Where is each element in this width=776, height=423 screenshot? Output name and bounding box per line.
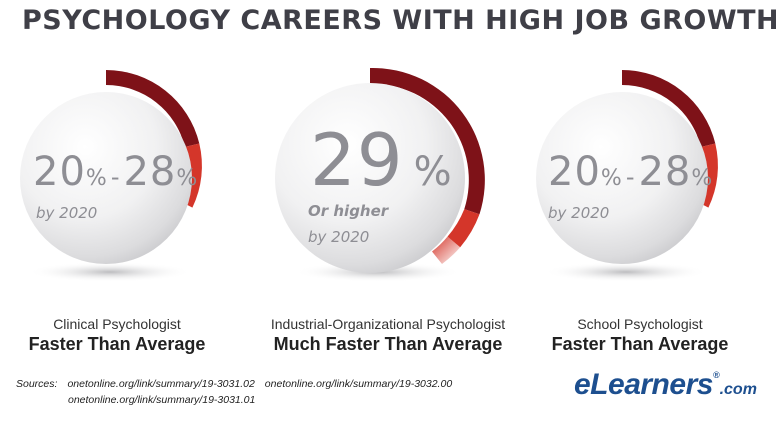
gauge-shadow [544,262,708,282]
gauge-school-graphic [536,70,718,282]
gauge-arc-fade [432,236,461,264]
page-title: PSYCHOLOGY CAREERS WITH HIGH JOB GROWTH [22,5,776,36]
percent-sign: % [691,166,714,191]
gauge-shadow [28,262,192,282]
growth-range-value: 20% -28% [548,149,713,195]
growth-high-value: 28 [638,149,692,195]
source-link[interactable]: onetonline.org/link/summary/19-3031.01 [68,394,256,406]
percent-sign: % [413,149,453,195]
qualifier-label: Or higher [308,202,389,220]
gauge-arc-dark [370,67,485,215]
gauge-disc [275,83,465,273]
role-label: School Psychologist [577,316,703,332]
growth-range-value: 20% -28% [33,149,198,195]
growth-low-value: 20 [33,149,86,195]
gauge-io-graphic [275,67,485,282]
gauge-disc [20,92,192,264]
by-year-label: by 2020 [308,228,370,246]
logo-suffix: .com [719,381,757,398]
growth-low-value: 20 [548,149,601,195]
gauge-clinical-graphic [20,70,202,282]
range-dash: - [625,163,636,191]
growth-low-value: 29 [310,118,404,202]
rate-label: Faster Than Average [551,334,729,354]
growth-value: 29% [310,118,453,202]
caption-clinical: Clinical Psychologist Faster Than Averag… [12,316,222,355]
gauge-arc-light [447,209,480,248]
role-label: Industrial-Organizational Psychologist [270,316,506,332]
gauge-clinical: 20% -28% by 2020 [6,60,246,300]
source-link[interactable]: onetonline.org/link/summary/19-3031.02 [67,378,255,390]
logo-wordmark: eLearners [574,368,713,401]
source-link[interactable]: onetonline.org/link/summary/19-3032.00 [264,378,453,390]
gauge-industrial-organizational: 29% Or higher by 2020 [270,60,510,300]
role-label: Clinical Psychologist [53,316,181,332]
gauge-disc [536,92,708,264]
gauge-arc-dark [622,70,716,147]
by-year-label: by 2020 [548,204,610,222]
percent-sign: % [85,166,108,191]
growth-high-value: 28 [123,149,177,195]
gauge-school: 20% -28% by 2020 [522,60,762,300]
elearners-logo[interactable]: eLearners®.com [574,368,757,402]
range-dash: - [110,163,121,191]
sources-block: Sources: onetonline.org/link/summary/19-3… [16,376,462,408]
caption-school: School Psychologist Faster Than Average [535,316,745,355]
sources-label: Sources: [16,378,58,390]
by-year-label: by 2020 [36,204,98,222]
percent-sign: % [600,166,623,191]
rate-label: Much Faster Than Average [273,334,503,354]
rate-label: Faster Than Average [28,334,206,354]
percent-sign: % [176,166,199,191]
caption-industrial-organizational: Industrial-Organizational Psychologist M… [250,316,526,355]
registered-mark: ® [712,370,720,380]
gauge-arc-dark [106,70,200,147]
